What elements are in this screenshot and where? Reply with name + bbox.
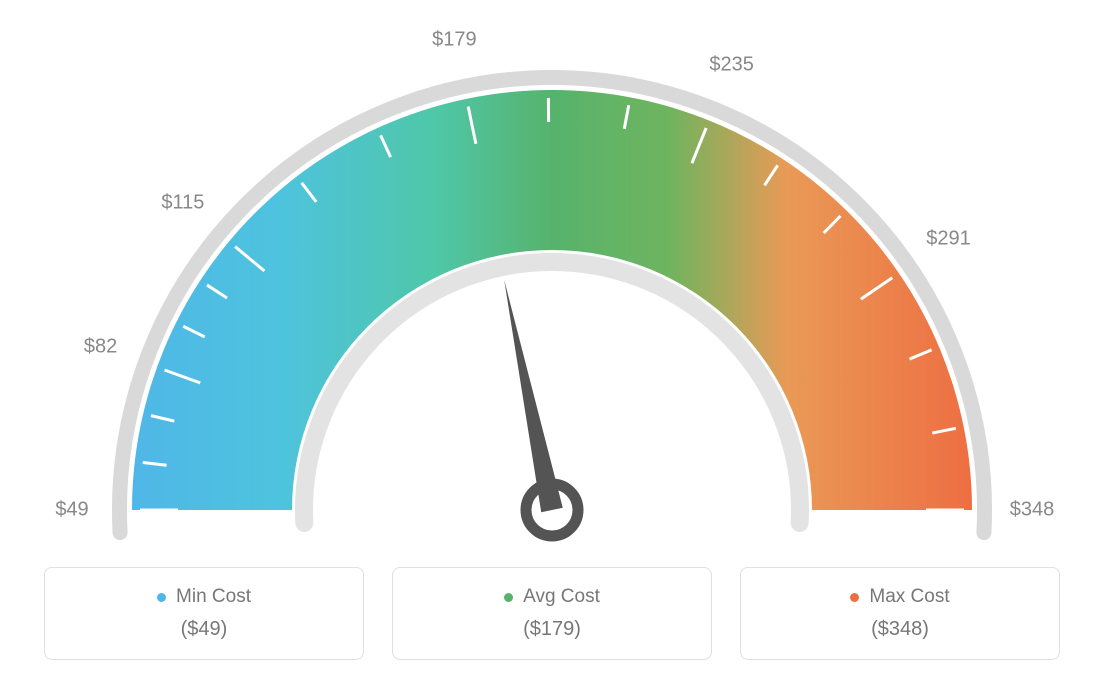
legend-dot-min: [157, 593, 166, 602]
legend-value-min: ($49): [55, 618, 353, 641]
legend-label-avg: Avg Cost: [523, 586, 600, 608]
gauge-chart: $49 $82 $115 $179 $235 $291 $348: [0, 0, 1104, 560]
gauge-tick-label: $49: [55, 499, 88, 522]
legend-card-avg: Avg Cost ($179): [392, 567, 712, 660]
gauge-tick-label: $235: [709, 53, 754, 76]
legend-label-max: Max Cost: [869, 586, 949, 608]
legend: Min Cost ($49) Avg Cost ($179) Max Cost …: [0, 567, 1104, 660]
legend-value-avg: ($179): [403, 618, 701, 641]
legend-card-min: Min Cost ($49): [44, 567, 364, 660]
gauge-tick-label: $82: [84, 335, 117, 358]
legend-dot-avg: [504, 593, 513, 602]
legend-label-min: Min Cost: [176, 586, 251, 608]
gauge-svg: [52, 60, 1052, 580]
legend-card-max: Max Cost ($348): [740, 567, 1060, 660]
legend-value-max: ($348): [751, 618, 1049, 641]
gauge-tick-label: $179: [432, 29, 477, 52]
gauge-tick-label: $291: [926, 228, 971, 251]
gauge-tick-label: $348: [1010, 499, 1055, 522]
legend-dot-max: [850, 593, 859, 602]
gauge-tick-label: $115: [161, 192, 204, 215]
